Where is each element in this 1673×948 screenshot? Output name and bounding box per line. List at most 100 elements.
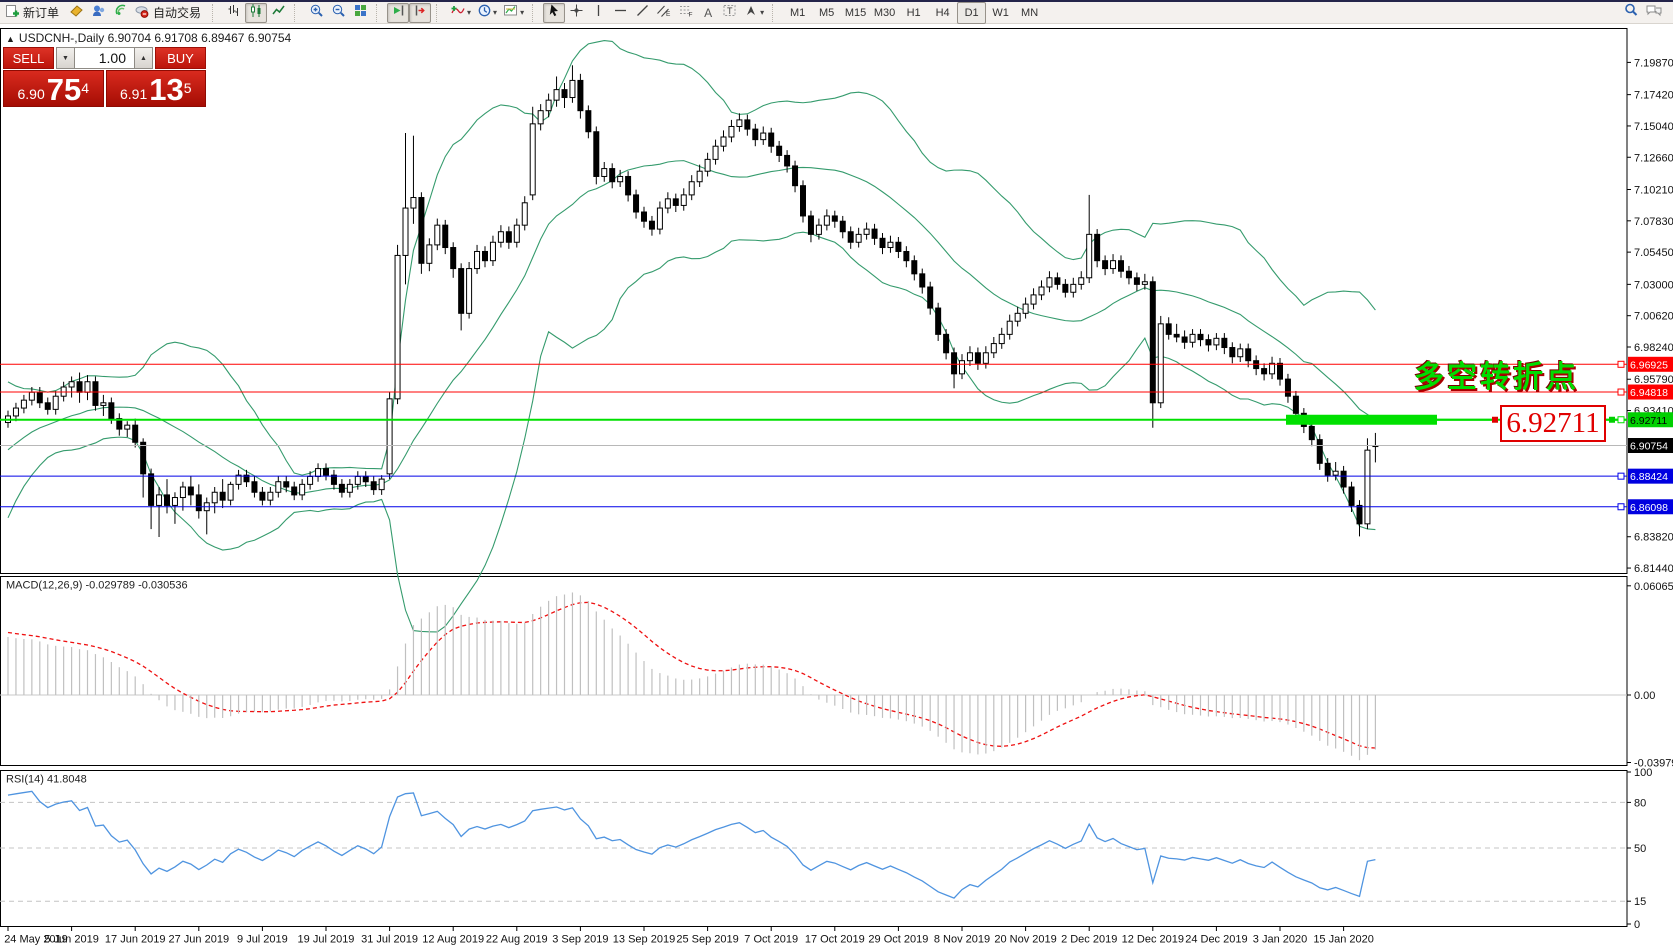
line-handle[interactable] [1617, 503, 1625, 511]
cursor-tool-button[interactable] [543, 2, 566, 23]
dropdown-caret: ▾ [467, 8, 472, 17]
templates-dropdown[interactable]: ▾ [500, 3, 527, 23]
toolbar-separator [376, 3, 383, 22]
svg-text:50: 50 [1634, 843, 1646, 855]
arrows-dropdown[interactable]: ▾ [741, 3, 767, 23]
search-icon[interactable] [1623, 2, 1639, 23]
indicators-dropdown[interactable]: ▾ [447, 3, 474, 23]
tile-windows-button[interactable] [349, 3, 371, 23]
price-axis[interactable]: 7.19870 7.17420 7.15040 7.12660 7.10210 7.078… [1627, 57, 1673, 575]
svg-text:7.15040: 7.15040 [1634, 121, 1673, 133]
sell-button[interactable]: SELL [3, 47, 54, 69]
close-value: 6.90754 [247, 31, 292, 45]
svg-text:6.90754: 6.90754 [1630, 441, 1668, 453]
tf-h1[interactable]: H1 [906, 6, 921, 19]
svg-text:17 Oct 2019: 17 Oct 2019 [805, 934, 865, 946]
toolbar-separator [294, 3, 301, 22]
zoom-out-button[interactable] [327, 3, 349, 23]
svg-text:6.98240: 6.98240 [1634, 342, 1673, 354]
signals-button[interactable] [109, 3, 131, 23]
candlestick-series[interactable] [5, 65, 1379, 537]
svg-text:13 Sep 2019: 13 Sep 2019 [613, 934, 675, 946]
price-badge [1628, 438, 1673, 453]
vertical-line-icon [591, 3, 606, 23]
connector-handle[interactable] [1492, 416, 1498, 423]
volume-input[interactable]: 1.00 [75, 47, 134, 69]
horizontal-line-tool[interactable] [609, 3, 631, 23]
new-order-icon [5, 4, 20, 22]
tf-d1[interactable]: D1 [957, 1, 987, 24]
chat-icon[interactable] [1645, 3, 1663, 23]
connector-handle[interactable] [1609, 416, 1615, 423]
bar-chart-button[interactable] [223, 3, 245, 23]
price-badge [1628, 468, 1673, 484]
text-label-tool[interactable]: T [719, 3, 741, 23]
pivot-highlight-rect[interactable] [1286, 414, 1437, 425]
new-order-button[interactable]: 新订单 [2, 3, 65, 23]
trendline-tool[interactable] [631, 3, 653, 23]
toolbar: 新订单 自动交易 ▾ ▾ ▾ E F A T [0, 1, 1673, 24]
svg-text:27 Jun 2019: 27 Jun 2019 [169, 934, 230, 946]
line-handle[interactable] [1617, 472, 1625, 480]
equidistant-channel-tool[interactable]: E [653, 3, 675, 23]
toolbar-separator [212, 3, 219, 22]
candlestick-chart-button[interactable] [245, 2, 268, 23]
volume-decrease-button[interactable]: ▼ [56, 47, 75, 69]
svg-text:15: 15 [1634, 896, 1646, 908]
tf-h4[interactable]: H4 [935, 6, 950, 19]
tf-m15[interactable]: M15 [844, 6, 867, 19]
line-handle[interactable] [1617, 416, 1625, 424]
svg-text:6.95790: 6.95790 [1634, 374, 1673, 386]
dropdown-caret: ▾ [493, 8, 498, 17]
tf-mn[interactable]: MN [1021, 6, 1039, 19]
text-icon: A [704, 5, 713, 20]
low-value: 6.89467 [201, 31, 245, 45]
volume-increase-button[interactable]: ▲ [134, 47, 153, 69]
svg-text:7.05450: 7.05450 [1634, 247, 1673, 259]
svg-text:3 Sep 2019: 3 Sep 2019 [552, 934, 608, 946]
buy-button[interactable]: BUY [155, 47, 206, 69]
svg-text:0.00: 0.00 [1634, 690, 1655, 702]
zoom-in-button[interactable] [305, 3, 327, 23]
periods-dropdown[interactable]: ▾ [474, 3, 500, 23]
svg-text:6.94818: 6.94818 [1630, 387, 1668, 399]
crosshair-tool-button[interactable] [565, 3, 587, 23]
svg-text:6.81440: 6.81440 [1634, 563, 1673, 575]
fibonacci-tool[interactable]: F [675, 3, 697, 23]
pivot-price-box[interactable]: 6.92711 [1500, 405, 1606, 442]
svg-text:6.86098: 6.86098 [1630, 502, 1668, 514]
macd-pane[interactable]: 0.060657 0.00 -0.039792 MACD(12,26,9) -0.02… [0, 580, 1673, 770]
sell-price-button[interactable]: 6.90 75 4 [3, 70, 104, 107]
tf-m1[interactable]: M1 [789, 6, 806, 19]
auto-scroll-icon [391, 3, 406, 23]
arrow-objects-icon [744, 3, 759, 23]
text-tool[interactable]: A [697, 3, 719, 23]
gold-chart-button[interactable] [65, 3, 87, 23]
tf-m5[interactable]: M5 [818, 6, 835, 19]
line-handle[interactable] [1617, 360, 1625, 368]
rsi-pane[interactable]: 100 80 50 15 0 RSI(14) 41.8048 [0, 767, 1652, 931]
autotrading-button[interactable]: 自动交易 [131, 3, 207, 23]
tf-w1[interactable]: W1 [992, 6, 1009, 19]
pivot-annotation-text[interactable]: 多空转折点 [1414, 361, 1579, 394]
zoom-in-icon [309, 3, 324, 23]
chart-window[interactable]: ▲ USDCNH-,Daily 6.90704 6.91708 6.89467 6… [0, 24, 1673, 948]
one-click-trading-panel: SELL ▼ 1.00 ▲ BUY 6.90 75 4 6.91 13 5 [3, 47, 206, 107]
community-button[interactable] [87, 3, 109, 23]
vertical-line-tool[interactable] [587, 3, 609, 23]
svg-text:7.03000: 7.03000 [1634, 279, 1673, 291]
chart-canvas[interactable]: 7.19870 7.17420 7.15040 7.12660 7.10210 7.078… [0, 24, 1673, 948]
tf-m30[interactable]: M30 [873, 6, 896, 19]
svg-text:6.83820: 6.83820 [1634, 532, 1673, 544]
auto-scroll-button[interactable] [387, 2, 410, 23]
svg-text:29 Oct 2019: 29 Oct 2019 [868, 934, 928, 946]
level-lines[interactable] [0, 360, 1627, 511]
chart-shift-button[interactable] [409, 2, 432, 23]
line-chart-button[interactable] [267, 3, 289, 23]
line-handle[interactable] [1617, 388, 1625, 396]
svg-text:15 Jan 2020: 15 Jan 2020 [1313, 934, 1374, 946]
buy-price-base: 6.91 [119, 86, 148, 102]
buy-price-button[interactable]: 6.91 13 5 [105, 70, 206, 107]
svg-text:3 Jan 2020: 3 Jan 2020 [1253, 934, 1307, 946]
